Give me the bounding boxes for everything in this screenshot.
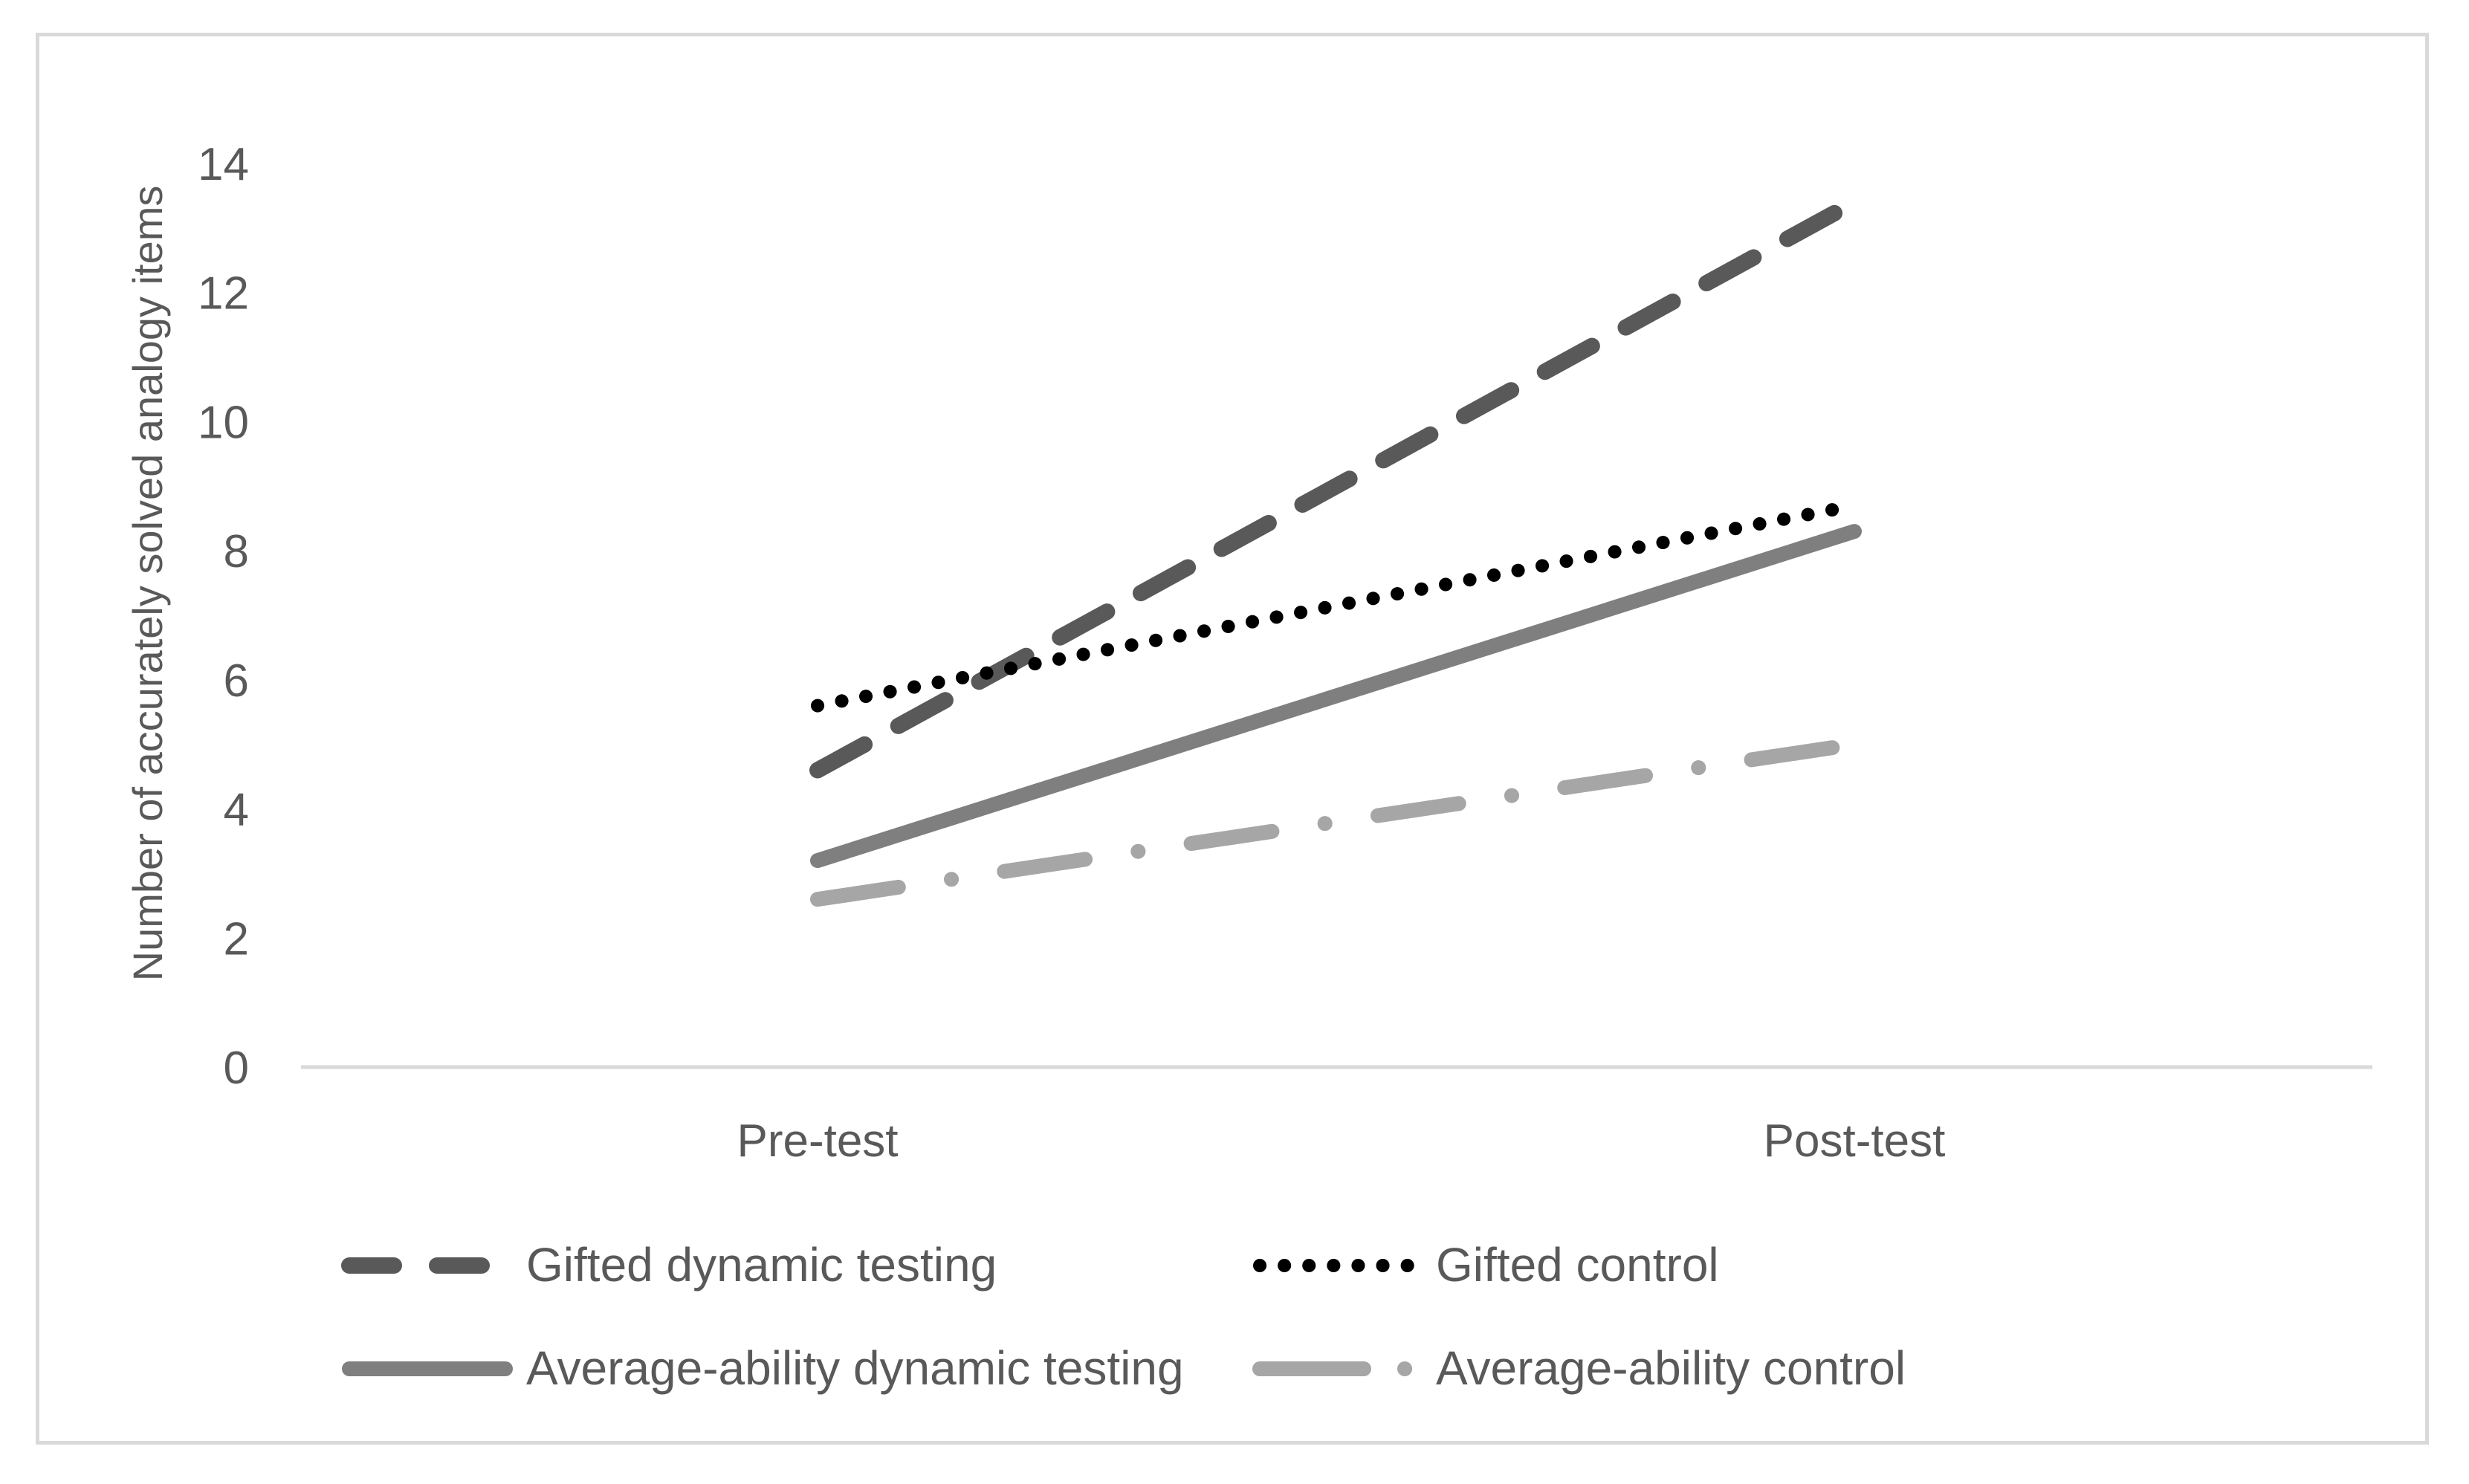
y-axis-title: Number of accurately solved analogy item… — [124, 186, 171, 982]
y-axis-title-group: Number of accurately solved analogy item… — [124, 186, 171, 982]
series-line-gifted-control — [811, 499, 1861, 713]
y-tick-label: 0 — [224, 1043, 249, 1094]
legend-label-gifted-control: Gifted control — [1436, 1238, 1719, 1292]
series-line-average-ability-control — [810, 736, 1862, 907]
y-axis-ticks: 0 2 4 6 8 10 12 14 — [198, 139, 249, 1094]
y-tick-label: 6 — [224, 655, 249, 707]
series-line-average-ability-dynamic-testing — [810, 524, 1862, 869]
legend-label-average-ability-dynamic-testing: Average-ability dynamic testing — [526, 1341, 1184, 1395]
x-axis-ticks: Pre-test Post-test — [737, 1115, 1945, 1167]
x-tick-label-post-test: Post-test — [1764, 1115, 1946, 1167]
y-tick-label: 4 — [224, 785, 249, 836]
chart-frame — [36, 33, 2429, 1445]
y-tick-label: 8 — [224, 526, 249, 577]
y-tick-label: 10 — [198, 397, 249, 448]
y-tick-label: 12 — [198, 268, 249, 320]
y-tick-label: 2 — [224, 913, 249, 965]
series-lines — [809, 194, 1863, 907]
series-line-gifted-dynamic-testing — [809, 194, 1863, 779]
x-tick-label-pre-test: Pre-test — [737, 1115, 898, 1167]
legend: Gifted dynamic testing Gifted control Aver… — [341, 1238, 1906, 1395]
legend-label-average-ability-control: Average-ability control — [1436, 1341, 1906, 1395]
legend-label-gifted-dynamic-testing: Gifted dynamic testing — [526, 1238, 997, 1292]
y-tick-label: 14 — [198, 139, 249, 190]
